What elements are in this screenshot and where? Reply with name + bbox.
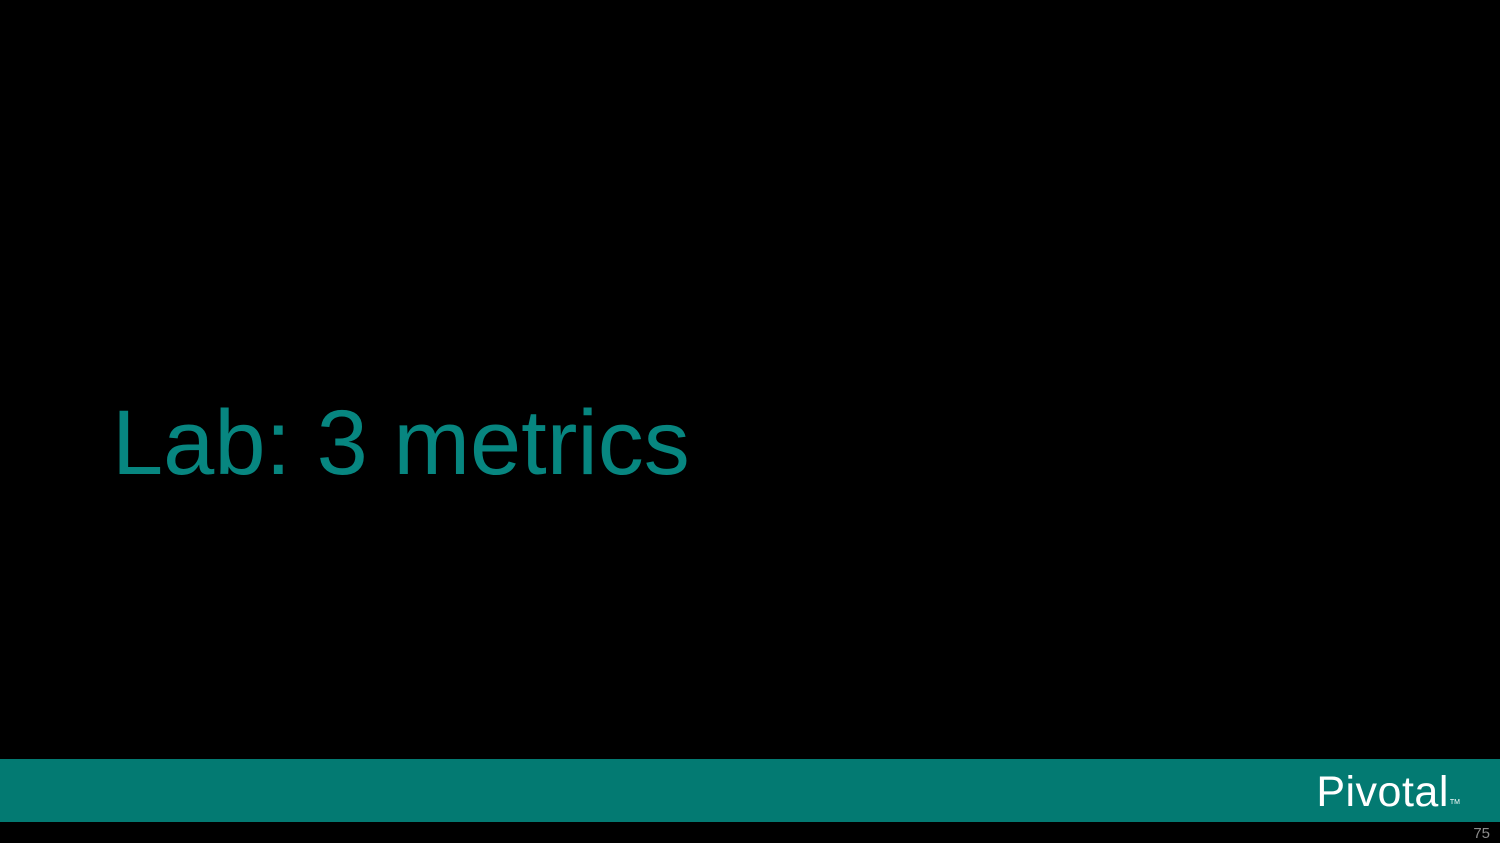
page-number: 75 xyxy=(1473,825,1490,842)
logo-wordmark: Pivotal xyxy=(1316,768,1449,816)
footer-bar: Pivotal TM xyxy=(0,759,1500,822)
logo-trademark: TM xyxy=(1449,799,1460,806)
slide-title: Lab: 3 metrics xyxy=(112,392,690,494)
pivotal-logo: Pivotal TM xyxy=(1316,768,1460,816)
